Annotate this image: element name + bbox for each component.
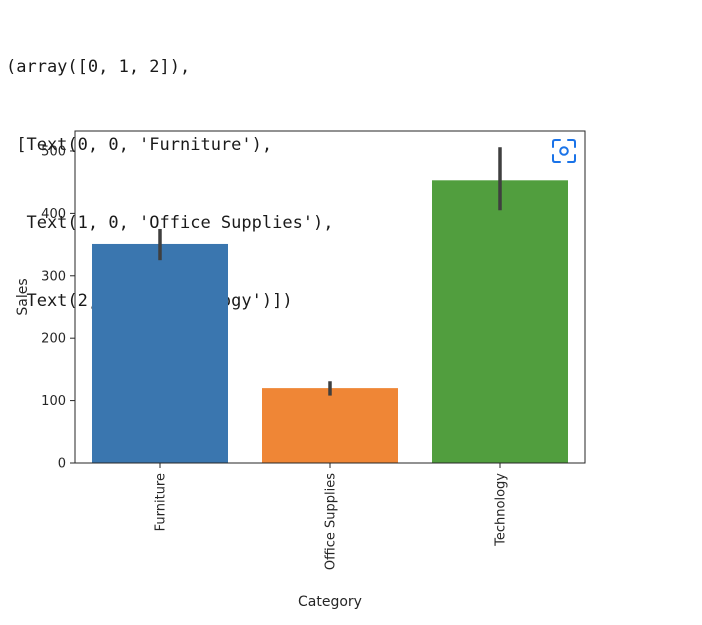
bars-group xyxy=(92,180,568,463)
output-line-2: [Text(0, 0, 'Furniture'), xyxy=(6,135,273,155)
x-axis: Furniture Office Supplies Technology xyxy=(154,463,509,570)
y-axis: 0 100 200 300 400 500 xyxy=(41,144,75,472)
icon-corners xyxy=(552,139,576,163)
x-axis-label: Category xyxy=(298,594,362,610)
y-tick-label-2: 200 xyxy=(41,332,66,347)
y-tick-label-0: 0 xyxy=(58,457,66,472)
x-tick-label-2: Technology xyxy=(494,473,509,547)
x-tick-label-1: Office Supplies xyxy=(324,473,339,570)
icon-background xyxy=(551,138,577,164)
x-tick-label-0: Furniture xyxy=(154,473,169,531)
bar-0 xyxy=(92,243,228,463)
icon-lens xyxy=(559,146,569,156)
camera-viewfinder-icon[interactable] xyxy=(551,138,577,164)
output-line-3: Text(1, 0, 'Office Supplies'), xyxy=(6,213,334,233)
output-line-1: (array([0, 1, 2]), xyxy=(6,57,191,77)
y-tick-label-5: 500 xyxy=(41,144,66,159)
plot-frame xyxy=(74,130,586,464)
y-axis-label: Sales xyxy=(15,278,31,315)
bar-2 xyxy=(432,180,568,463)
y-tick-label-3: 300 xyxy=(41,269,66,284)
error-bars-group xyxy=(158,147,502,396)
bar-1 xyxy=(262,388,398,463)
y-tick-label-4: 400 xyxy=(41,207,66,222)
y-tick-label-1: 100 xyxy=(41,394,66,409)
